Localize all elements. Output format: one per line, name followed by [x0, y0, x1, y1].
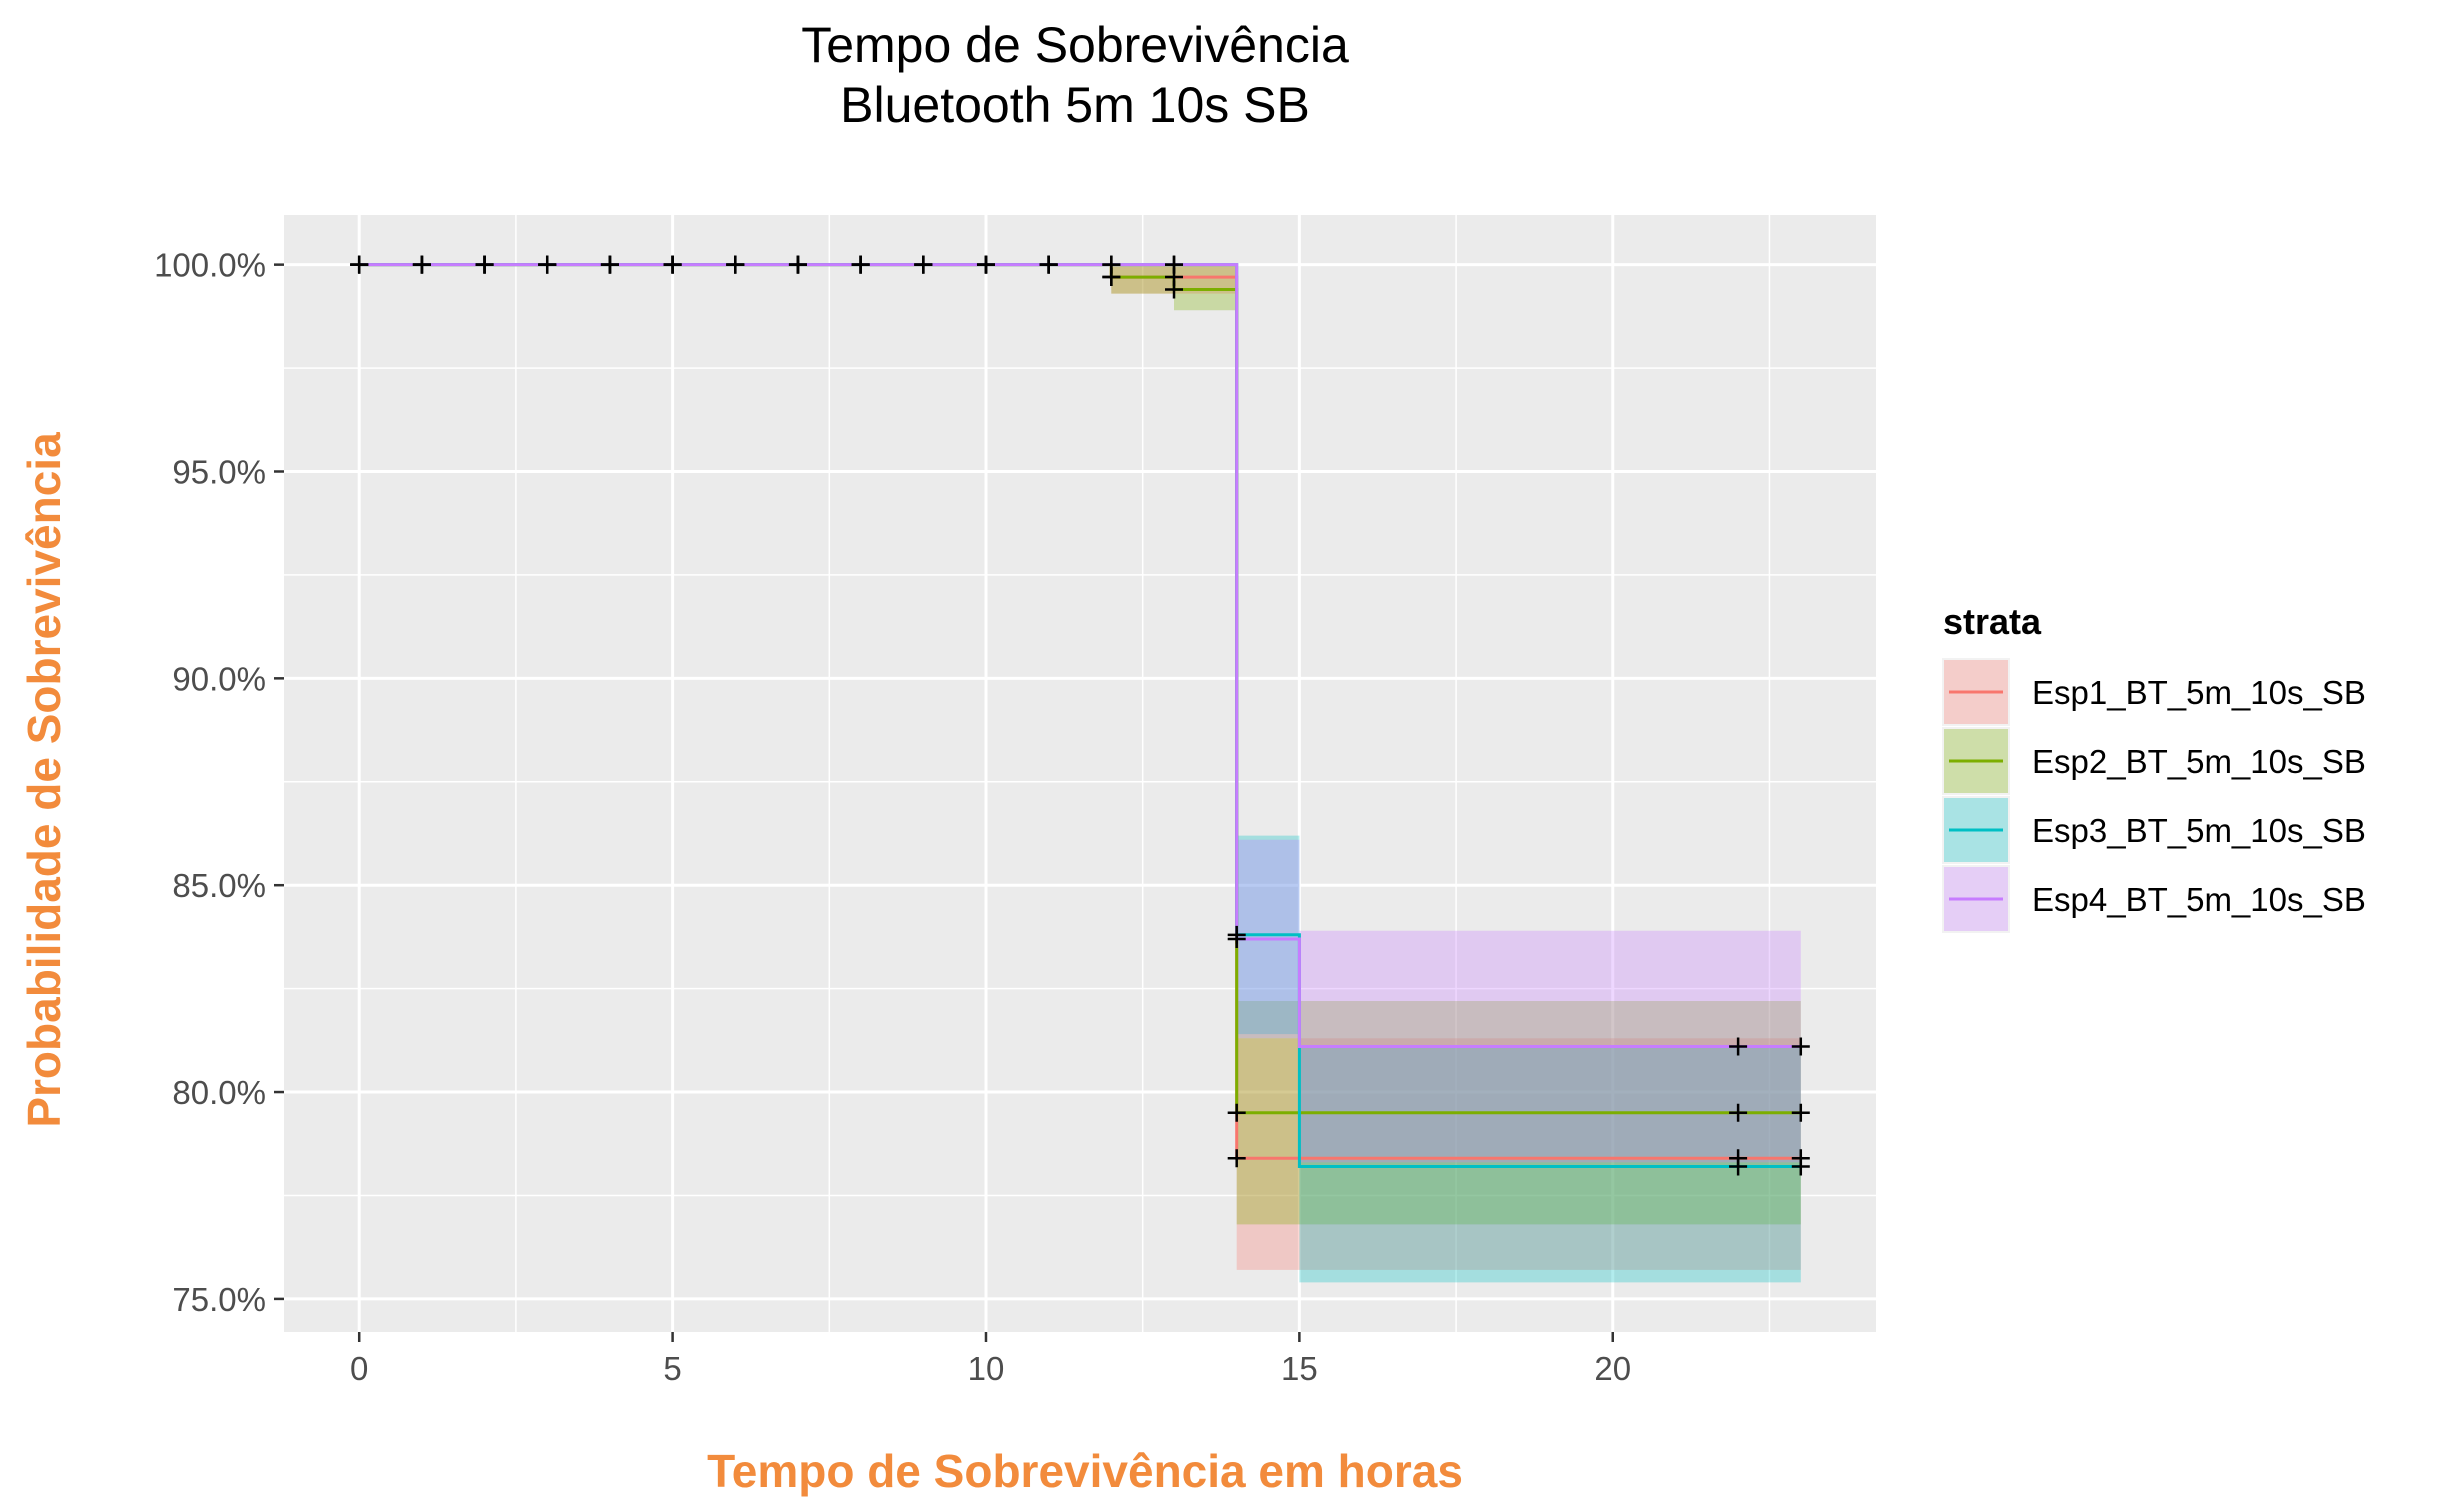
- y-axis-title: Probabilidade de Sobrevivência: [18, 432, 70, 1128]
- censor-mark: [914, 255, 933, 274]
- x-tick-label: 0: [350, 1350, 368, 1387]
- censor-mark: [600, 255, 619, 274]
- censor-mark: [726, 255, 745, 274]
- censor-mark: [1729, 1037, 1748, 1056]
- censor-mark: [1165, 280, 1184, 299]
- censor-mark: [1227, 1149, 1246, 1168]
- censor-mark: [976, 255, 995, 274]
- panel-background: [284, 215, 1876, 1332]
- y-tick-label: 100.0%: [154, 247, 266, 284]
- censor-mark: [663, 255, 682, 274]
- confidence-band: [359, 264, 1801, 1225]
- censor-mark: [851, 255, 870, 274]
- x-tick-label: 5: [663, 1350, 681, 1387]
- chart-subtitle: Bluetooth 5m 10s SB: [840, 77, 1310, 133]
- censor-mark: [350, 255, 369, 274]
- y-tick-label: 85.0%: [172, 867, 266, 904]
- x-tick-label: 10: [968, 1350, 1005, 1387]
- legend-label: Esp2_BT_5m_10s_SB: [2032, 743, 2366, 780]
- y-axis: 75.0% 80.0% 85.0% 90.0% 95.0% 100.0%: [154, 247, 284, 1318]
- legend-title: strata: [1943, 601, 2042, 642]
- censor-mark: [1729, 1103, 1748, 1122]
- confidence-band: [359, 264, 1801, 1163]
- confidence-band: [359, 264, 1801, 1270]
- confidence-band: [359, 264, 1801, 1283]
- censor-mark: [1039, 255, 1058, 274]
- censor-mark: [1729, 1157, 1748, 1176]
- y-tick-label: 95.0%: [172, 453, 266, 490]
- legend: strata Esp1_BT_5m_10s_SB Esp2_BT_5m_10s_S…: [1942, 601, 2366, 933]
- censor-mark: [538, 255, 557, 274]
- x-tick-label: 20: [1594, 1350, 1631, 1387]
- y-tick-label: 90.0%: [172, 660, 266, 697]
- y-tick-label: 75.0%: [172, 1281, 266, 1318]
- x-axis-title: Tempo de Sobrevivência em horas: [707, 1445, 1463, 1497]
- censor-mark: [412, 255, 431, 274]
- censor-mark: [1102, 255, 1121, 274]
- censor-mark: [1791, 1157, 1810, 1176]
- legend-label: Esp1_BT_5m_10s_SB: [2032, 674, 2366, 711]
- censor-mark: [788, 255, 807, 274]
- x-tick-label: 15: [1281, 1350, 1318, 1387]
- legend-items: Esp1_BT_5m_10s_SB Esp2_BT_5m_10s_SB Esp3_B…: [1942, 658, 2366, 933]
- chart-title: Tempo de Sobrevivência: [801, 17, 1349, 73]
- plot-panel: [284, 215, 1876, 1332]
- y-tick-label: 80.0%: [172, 1074, 266, 1111]
- x-axis: 0 5 10 15 20: [350, 1332, 1631, 1387]
- censor-mark: [1227, 929, 1246, 948]
- censor-mark: [475, 255, 494, 274]
- censor-mark: [1165, 255, 1184, 274]
- legend-label: Esp4_BT_5m_10s_SB: [2032, 881, 2366, 918]
- legend-label: Esp3_BT_5m_10s_SB: [2032, 812, 2366, 849]
- censor-mark: [1791, 1103, 1810, 1122]
- censor-mark: [1227, 1103, 1246, 1122]
- censor-mark: [1791, 1037, 1810, 1056]
- survival-curve: [359, 263, 1801, 1048]
